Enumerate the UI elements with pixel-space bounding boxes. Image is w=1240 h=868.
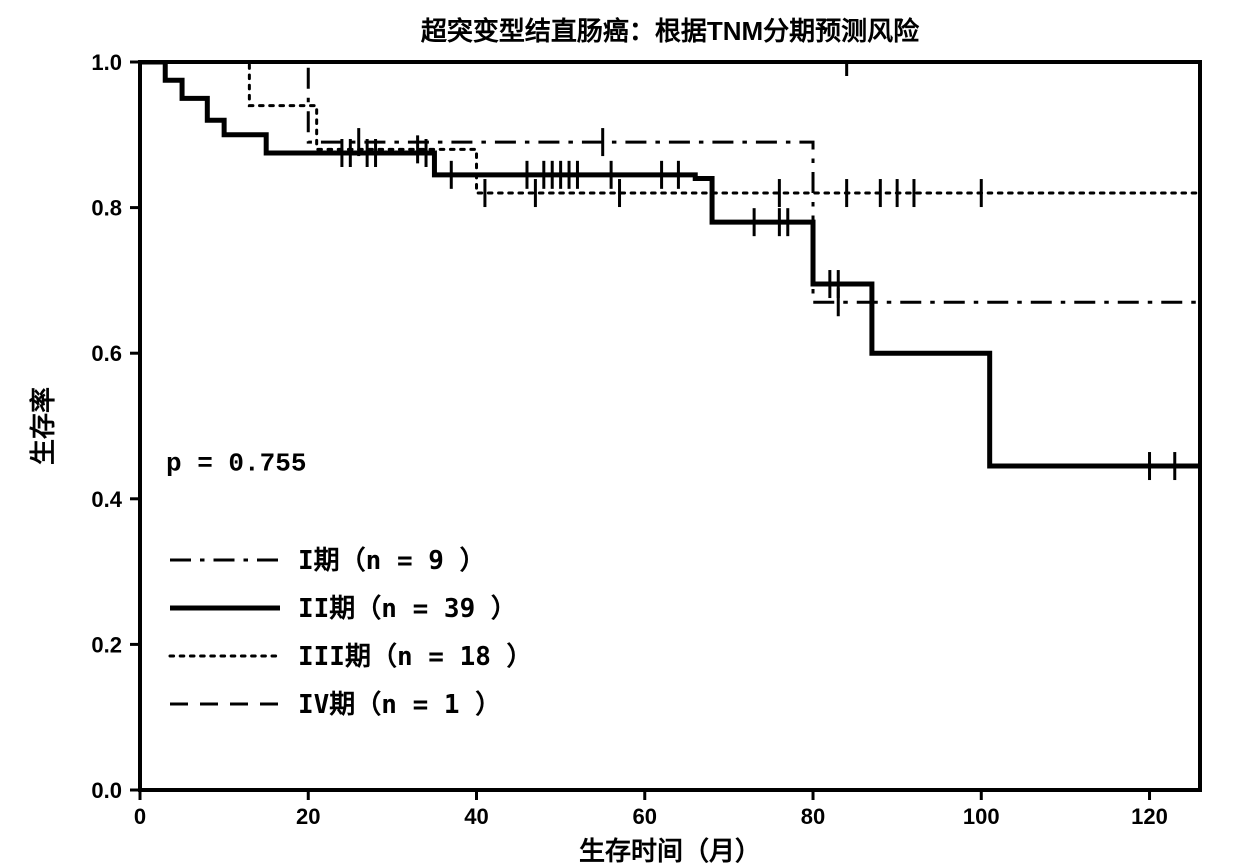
y-tick-label: 0.0 [91,778,122,803]
y-axis-label: 生存率 [28,387,58,465]
x-tick-label: 60 [633,804,657,829]
x-tick-label: 100 [963,804,1000,829]
x-tick-label: 80 [801,804,825,829]
x-tick-label: 40 [464,804,488,829]
x-tick-label: 0 [134,804,146,829]
legend-label: I期（n = 9 ） [298,546,486,576]
legend-label: IV期（n = 1 ） [298,690,501,720]
y-tick-label: 0.4 [91,487,122,512]
x-axis-label: 生存时间（月） [579,836,761,866]
legend-label: III期（n = 18 ） [298,642,533,672]
x-tick-label: 20 [296,804,320,829]
legend-label: II期（n = 39 ） [298,594,517,624]
y-tick-label: 0.8 [91,196,122,221]
km-plot: 超突变型结直肠癌：根据TNM分期预测风险 0 20 40 60 80 100 120 0.0 0.… [0,0,1240,868]
y-tick-label: 0.6 [91,341,122,366]
y-tick-label: 0.2 [91,632,122,657]
p-value-text: p = 0.755 [166,448,306,478]
chart-title: 超突变型结直肠癌：根据TNM分期预测风险 [421,16,920,46]
x-tick-label: 120 [1131,804,1168,829]
y-tick-label: 1.0 [91,50,122,75]
